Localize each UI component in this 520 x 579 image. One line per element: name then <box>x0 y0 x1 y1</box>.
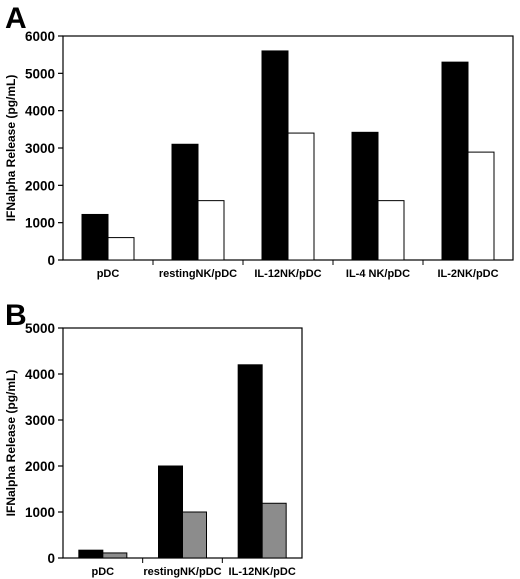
y-tick-label: 0 <box>47 551 55 566</box>
y-tick-label: 4000 <box>25 367 55 382</box>
bar <box>182 511 207 559</box>
x-category-label: IL-12NK/pDC <box>254 268 321 280</box>
bar <box>467 151 495 261</box>
y-tick-label: 1000 <box>25 216 55 231</box>
bar <box>441 61 469 261</box>
bar <box>377 200 405 261</box>
y-tick-label: 1000 <box>25 505 55 520</box>
y-tick-label: 3000 <box>25 141 55 156</box>
bar <box>171 143 199 261</box>
x-category-label: pDC <box>92 566 115 578</box>
bar <box>102 552 128 559</box>
x-category-label: restingNK/pDC <box>143 566 221 578</box>
bar <box>197 200 225 261</box>
panel-a-label: A <box>5 2 27 35</box>
y-tick-label: 4000 <box>25 104 55 119</box>
x-category-label: IL-12NK/pDC <box>229 566 296 578</box>
bar <box>81 213 109 261</box>
y-tick-label: 2000 <box>25 178 55 193</box>
bar <box>237 364 263 559</box>
bar <box>351 131 379 261</box>
y-tick-label: 0 <box>47 253 55 268</box>
bar <box>287 132 315 261</box>
x-category-label: IL-2NK/pDC <box>437 268 498 280</box>
bar <box>261 50 289 261</box>
bar <box>78 549 104 559</box>
bar <box>261 502 287 559</box>
bar <box>158 465 183 559</box>
chart-a-ylabel: IFNalpha Release (pg/mL) <box>4 75 18 222</box>
x-category-label: pDC <box>97 268 120 280</box>
y-tick-label: 2000 <box>25 459 55 474</box>
y-tick-label: 6000 <box>25 29 55 44</box>
x-category-label: IL-4 NK/pDC <box>346 268 410 280</box>
y-tick-label: 3000 <box>25 413 55 428</box>
bar <box>107 237 135 261</box>
chart-b-ylabel: IFNalpha Release (pg/mL) <box>4 370 18 517</box>
chart-b: IFNalpha Release (pg/mL) 0 1000 2000 3000 40… <box>4 321 303 578</box>
y-tick-label: 5000 <box>25 66 55 81</box>
panel-b-label: B <box>5 299 27 332</box>
y-tick-label: 5000 <box>25 321 55 336</box>
chart-a: IFNalpha Release (pg/mL) 0 1000 2000 3000 40… <box>4 29 514 280</box>
x-category-label: restingNK/pDC <box>159 268 237 280</box>
